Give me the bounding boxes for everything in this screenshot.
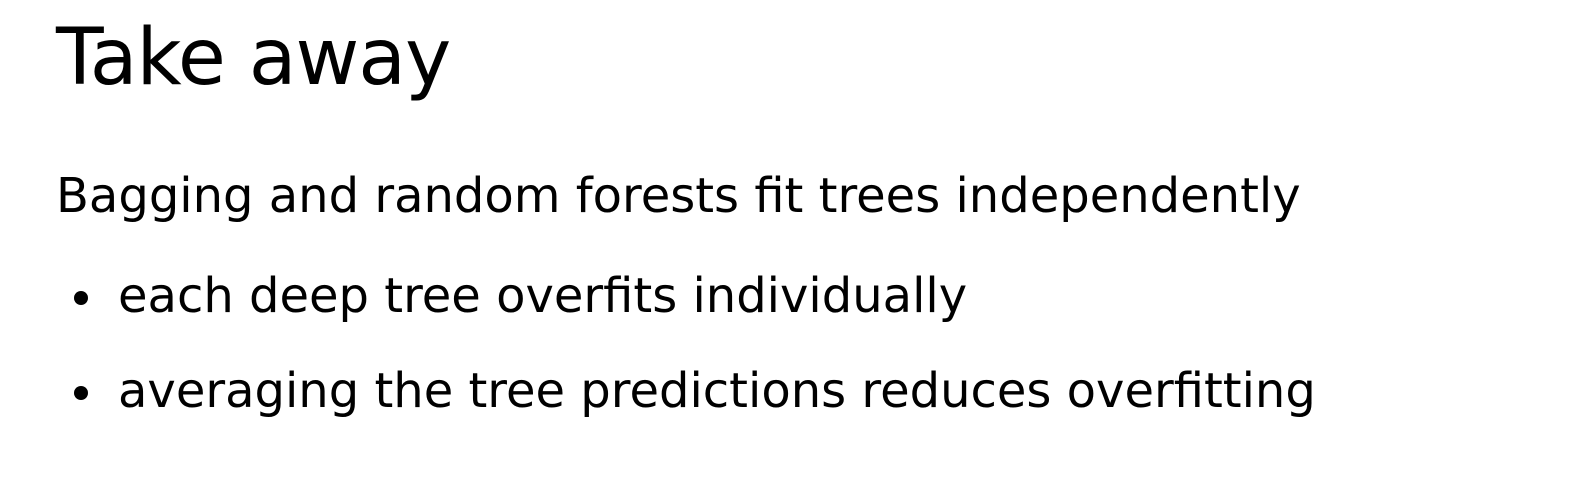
slide-title: Take away (56, 13, 451, 103)
bullet-dot-icon (74, 386, 88, 400)
bullet-text: each deep tree overfits individually (118, 268, 968, 324)
bullet-text: averaging the tree predictions reduces o… (118, 363, 1316, 419)
bullet-dot-icon (74, 291, 88, 305)
slide-lead-text: Bagging and random forests fit trees ind… (56, 168, 1301, 224)
